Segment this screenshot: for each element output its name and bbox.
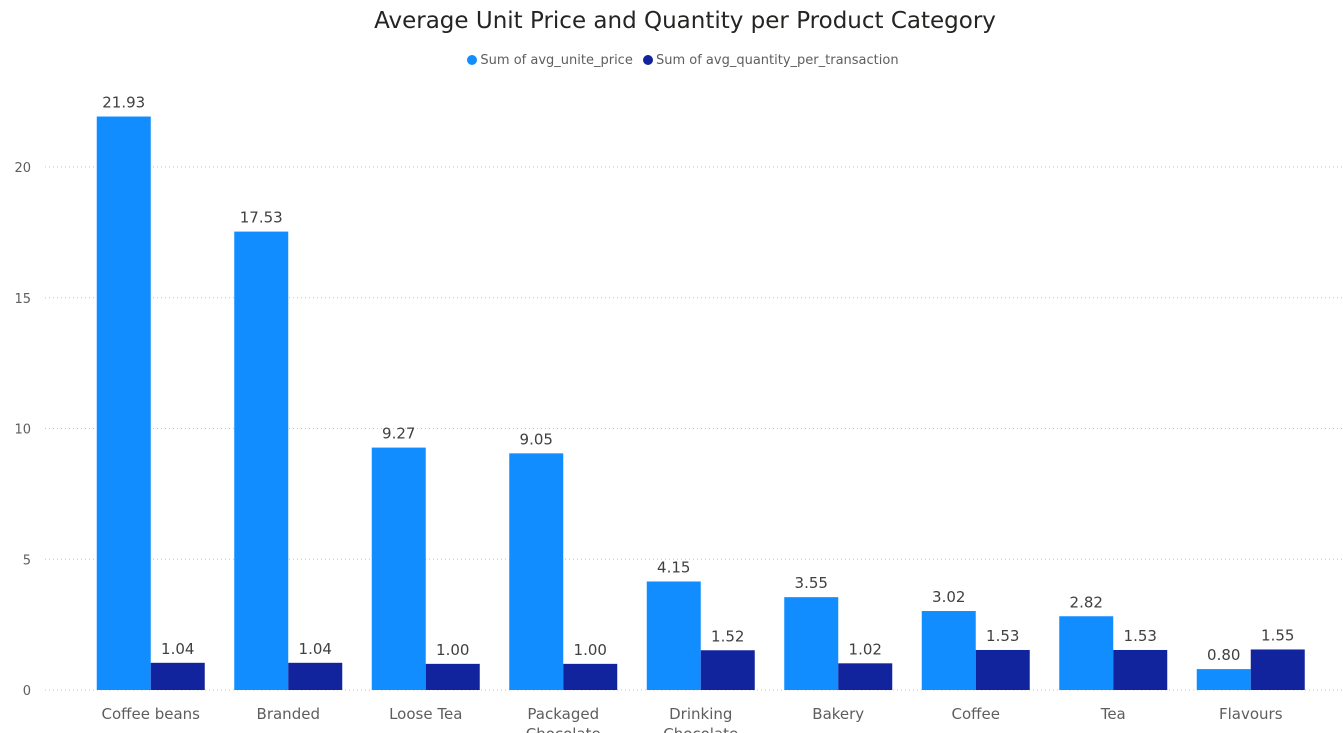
- y-tick-label: 5: [23, 553, 31, 568]
- x-category-label: PackagedChocolate: [526, 705, 601, 733]
- x-category-label: Flavours: [1219, 705, 1283, 723]
- data-label: 1.53: [986, 627, 1019, 645]
- data-label: 2.82: [1070, 593, 1103, 611]
- bar-avg-unit-price: [1059, 616, 1114, 690]
- bar-avg-quantity: [975, 649, 1030, 690]
- legend: Sum of avg_unite_price Sum of avg_quanti…: [0, 53, 1343, 68]
- bar-avg-unit-price: [371, 447, 426, 690]
- x-category-label: Bakery: [812, 705, 864, 723]
- bar-avg-unit-price: [1196, 669, 1251, 690]
- bar-avg-quantity: [1113, 649, 1168, 690]
- x-category-label: Coffee: [952, 705, 1000, 723]
- y-tick-label: 20: [14, 161, 31, 176]
- legend-item-price[interactable]: Sum of avg_unite_price: [467, 53, 633, 68]
- legend-label-price: Sum of avg_unite_price: [480, 53, 633, 68]
- data-label: 0.80: [1207, 646, 1240, 664]
- bar-avg-quantity: [838, 663, 893, 690]
- bar-avg-unit-price: [921, 611, 976, 690]
- x-category-label: Coffee beans: [102, 705, 201, 723]
- bar-avg-unit-price: [646, 581, 701, 690]
- bar-avg-quantity: [288, 662, 343, 690]
- chart-title: Average Unit Price and Quantity per Prod…: [374, 8, 996, 34]
- y-tick-label: 0: [23, 684, 31, 699]
- x-category-label: Branded: [257, 705, 320, 723]
- data-label: 1.55: [1261, 626, 1294, 644]
- data-label: 1.02: [849, 640, 882, 658]
- bar-avg-quantity: [700, 650, 755, 690]
- bar-avg-unit-price: [509, 453, 564, 690]
- legend-dot-quantity-icon: [642, 55, 653, 65]
- bar-avg-unit-price: [96, 116, 151, 690]
- bar-avg-unit-price: [784, 597, 839, 690]
- legend-label-quantity: Sum of avg_quantity_per_transaction: [655, 53, 899, 68]
- data-label: 1.00: [574, 641, 607, 659]
- data-label: 17.53: [240, 209, 283, 227]
- data-label: 3.02: [932, 588, 965, 606]
- bar-avg-unit-price: [234, 231, 289, 690]
- bar-avg-quantity: [425, 663, 480, 690]
- data-label: 1.53: [1124, 627, 1157, 645]
- bar-avg-quantity: [1250, 649, 1305, 690]
- data-label: 1.04: [161, 640, 194, 658]
- data-label: 4.15: [657, 558, 690, 576]
- legend-dot-price-icon: [467, 55, 478, 65]
- data-label: 9.27: [382, 425, 415, 443]
- bar-avg-quantity: [563, 663, 618, 690]
- data-label: 1.00: [436, 641, 469, 659]
- bar-avg-quantity: [150, 662, 205, 690]
- y-tick-label: 10: [14, 423, 31, 438]
- data-label: 1.52: [711, 627, 744, 645]
- y-tick-label: 15: [14, 292, 31, 307]
- x-category-label: Tea: [1100, 705, 1126, 723]
- data-label: 9.05: [520, 430, 553, 448]
- x-category-label: Loose Tea: [389, 705, 462, 723]
- data-label: 21.93: [102, 94, 145, 112]
- data-label: 3.55: [795, 574, 828, 592]
- legend-item-quantity[interactable]: Sum of avg_quantity_per_transaction: [642, 53, 899, 68]
- data-label: 1.04: [299, 640, 332, 658]
- x-category-label: DrinkingChocolate: [663, 705, 738, 733]
